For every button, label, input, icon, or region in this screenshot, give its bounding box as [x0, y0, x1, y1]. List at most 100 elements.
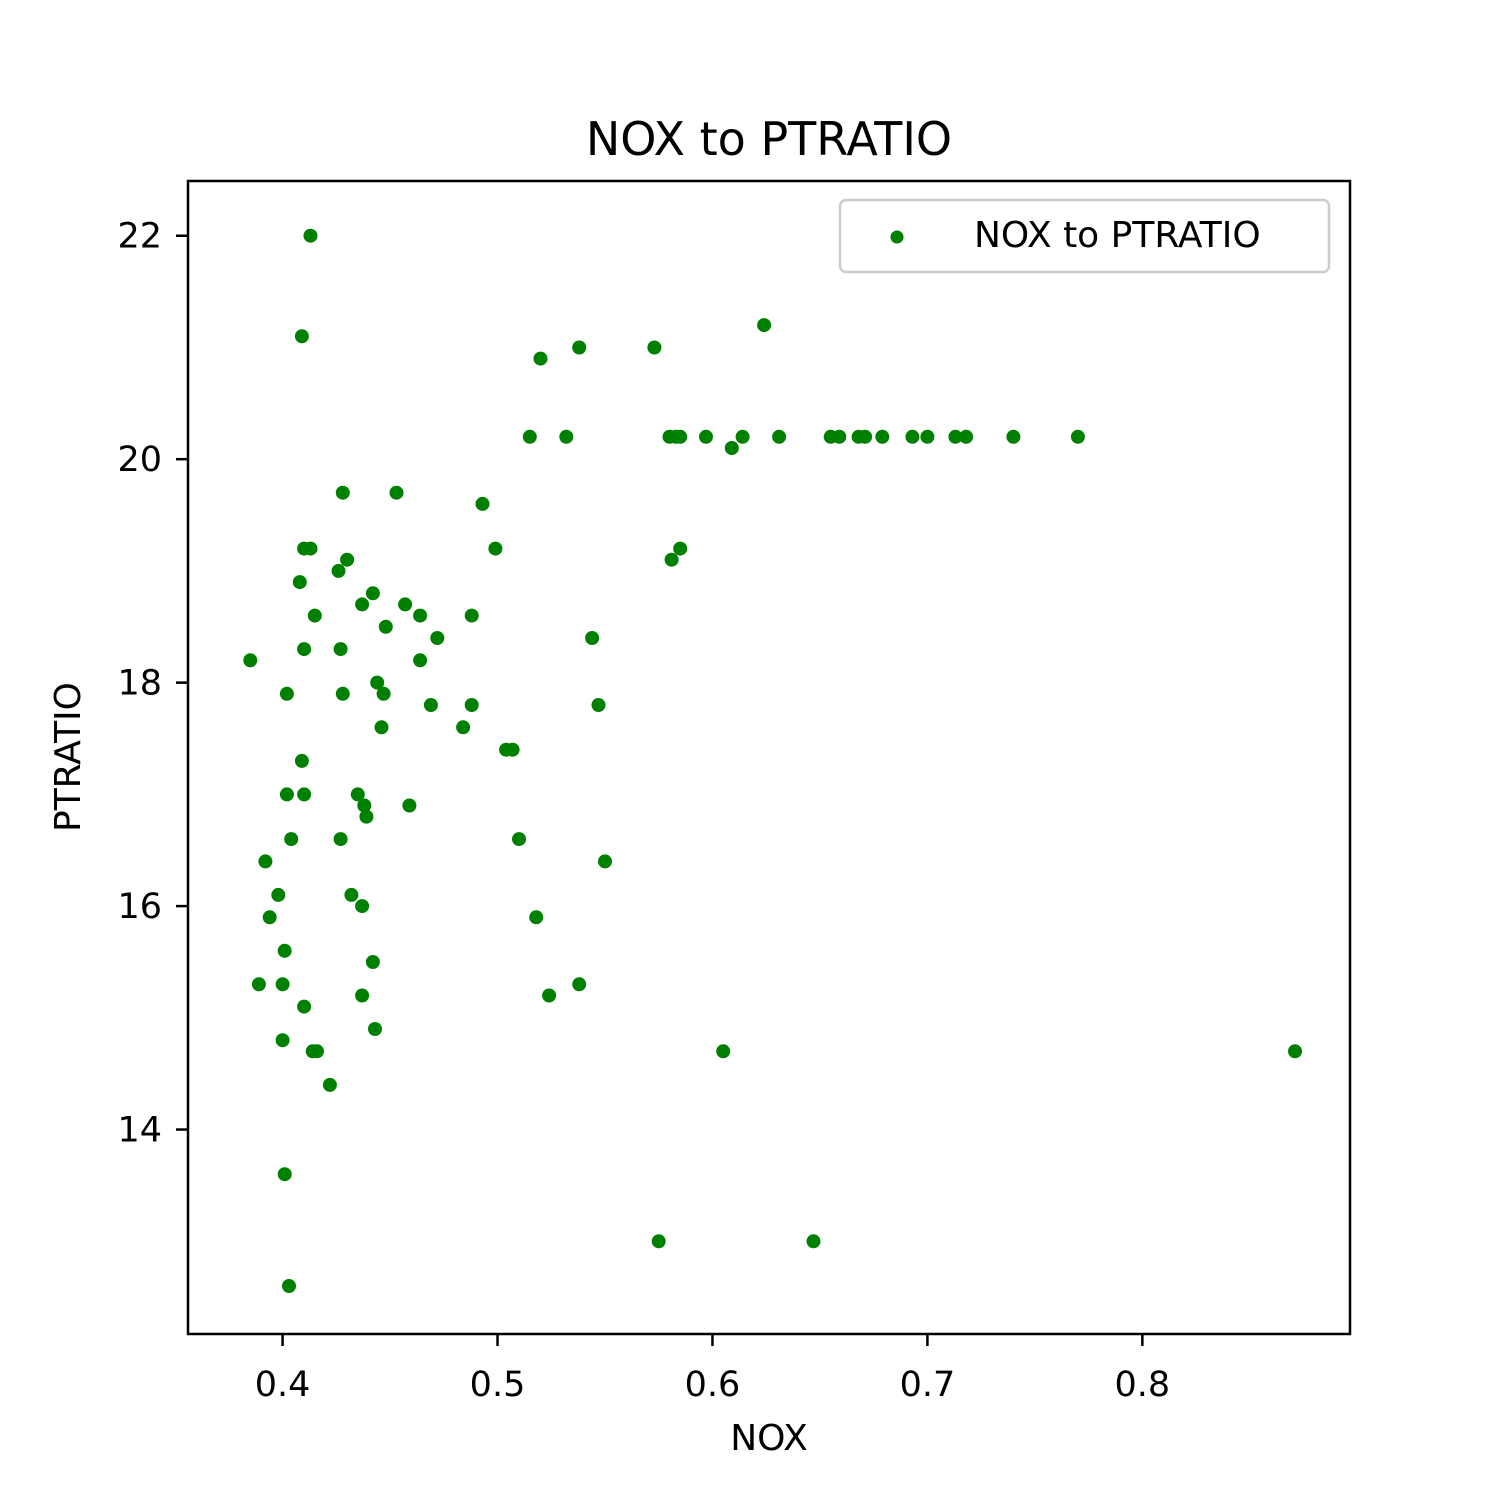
data-point: [335, 686, 350, 701]
data-point: [292, 575, 307, 590]
y-tick-label: 16: [117, 887, 162, 927]
y-tick-label: 22: [117, 217, 162, 257]
data-point: [357, 798, 372, 813]
data-point: [585, 631, 600, 645]
data-point: [374, 720, 389, 735]
data-point: [262, 910, 277, 925]
data-point: [1288, 1044, 1302, 1059]
data-point: [832, 429, 847, 444]
data-point: [522, 429, 537, 444]
x-tick-label: 0.5: [470, 1365, 526, 1405]
data-point: [959, 429, 974, 444]
data-point: [297, 787, 312, 802]
data-point: [464, 608, 479, 623]
data-point: [275, 1033, 290, 1048]
data-point: [402, 798, 417, 813]
data-point: [559, 429, 574, 444]
data-point: [512, 832, 526, 847]
data-point: [344, 887, 359, 902]
y-tick-label: 20: [117, 440, 162, 480]
data-point: [413, 608, 428, 623]
x-tick-label: 0.6: [685, 1365, 741, 1405]
data-point: [355, 899, 370, 914]
data-point: [277, 1167, 292, 1182]
data-point: [307, 608, 322, 623]
data-point: [806, 1234, 821, 1249]
data-point: [275, 977, 290, 992]
data-point: [294, 329, 309, 344]
data-point: [735, 429, 750, 444]
legend-box: [838, 198, 1331, 274]
chart-title: NOX to PTRATIO: [586, 112, 952, 166]
data-point: [350, 787, 365, 802]
y-tick-label: 18: [117, 664, 162, 704]
data-point: [757, 318, 772, 333]
data-point: [456, 720, 471, 735]
data-point: [365, 955, 380, 969]
data-point: [389, 485, 404, 500]
data-point: [488, 541, 503, 556]
data-point: [310, 1044, 324, 1059]
plot-frame: [186, 179, 1352, 1336]
data-point: [651, 1234, 666, 1249]
legend-marker: [890, 230, 904, 244]
data-point: [875, 429, 890, 444]
data-point: [398, 597, 413, 612]
data-point: [370, 675, 385, 690]
data-point: [333, 832, 348, 847]
data-point: [529, 910, 544, 925]
data-point: [572, 977, 587, 992]
data-point: [505, 742, 520, 757]
data-point: [355, 988, 370, 1003]
x-tick-label: 0.8: [1115, 1365, 1171, 1405]
data-point: [591, 698, 606, 712]
data-point: [271, 887, 286, 902]
data-point: [1006, 429, 1021, 444]
y-tick-label: 14: [117, 1111, 162, 1151]
data-point: [303, 228, 318, 243]
data-point: [673, 429, 688, 444]
data-point: [905, 429, 920, 444]
data-point: [572, 340, 587, 355]
data-point: [533, 351, 548, 366]
y-axis: 14 16 18 20 22: [117, 217, 188, 1151]
data-point: [284, 832, 299, 847]
data-point: [340, 552, 355, 567]
data-point: [716, 1044, 731, 1059]
data-point: [243, 653, 258, 668]
y-axis-label: PTRATIO: [48, 682, 89, 832]
x-tick-label: 0.4: [255, 1365, 311, 1405]
data-point: [699, 429, 713, 444]
data-point: [378, 619, 393, 634]
data-point: [365, 586, 380, 601]
data-point: [772, 429, 787, 444]
data-point: [664, 552, 679, 567]
data-point: [333, 642, 348, 657]
data-point: [647, 340, 662, 355]
data-point: [322, 1077, 337, 1092]
data-point: [475, 496, 490, 511]
legend: NOX to PTRATIO: [838, 198, 1331, 274]
data-point: [331, 563, 346, 578]
x-axis: 0.4 0.5 0.6 0.7 0.8: [255, 1334, 1170, 1405]
data-point: [297, 999, 312, 1014]
data-point: [598, 854, 612, 869]
data-point: [303, 541, 318, 556]
data-point: [279, 686, 294, 701]
data-point: [858, 429, 873, 444]
data-point: [1070, 429, 1085, 444]
data-point: [355, 597, 370, 612]
data-point: [724, 441, 739, 455]
data-point: [282, 1279, 296, 1293]
data-point: [279, 787, 294, 802]
data-point: [920, 429, 935, 444]
data-point: [673, 541, 688, 556]
data-point: [542, 988, 557, 1003]
data-point: [413, 653, 428, 668]
data-point: [251, 977, 266, 992]
data-point: [368, 1022, 382, 1036]
x-tick-label: 0.7: [900, 1365, 956, 1405]
legend-label: NOX to PTRATIO: [974, 215, 1261, 256]
data-point: [464, 698, 479, 712]
